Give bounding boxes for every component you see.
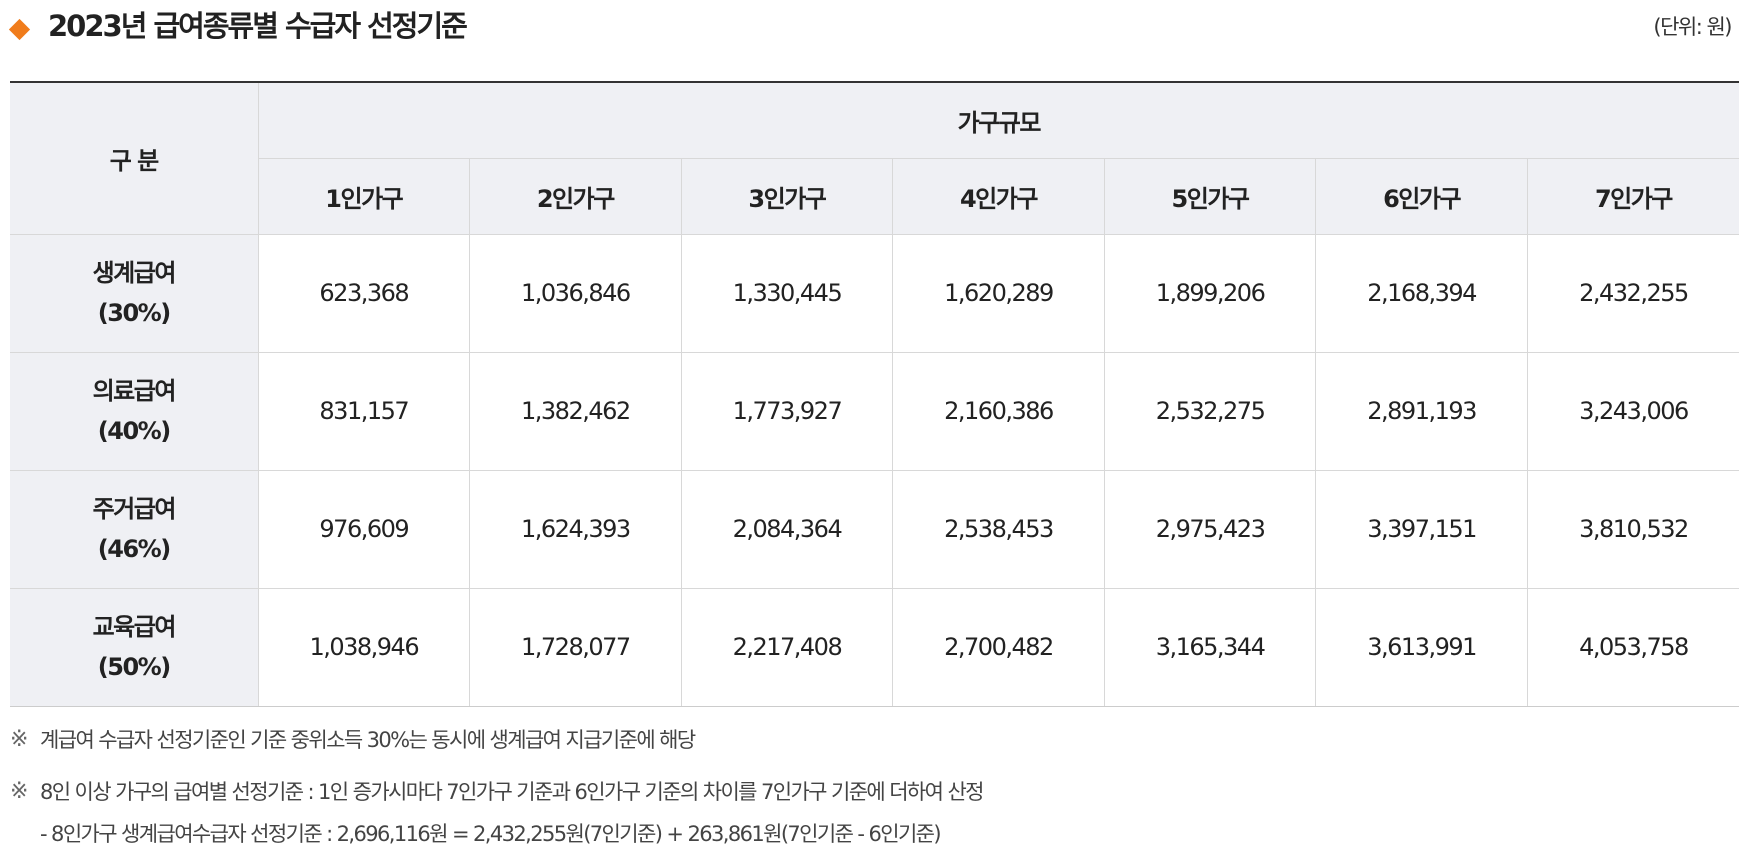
row-header-label: 구 분 xyxy=(10,81,259,235)
section-header: 2023년 급여종류별 수급자 선정기준 (단위: 원) xyxy=(8,4,1732,48)
table-cell: 1,624,393 xyxy=(469,469,682,589)
table-cell: 1,728,077 xyxy=(469,587,682,707)
table-cell: 2,700,482 xyxy=(892,587,1105,707)
table-cell: 1,330,445 xyxy=(680,233,894,353)
table-cell: 2,084,364 xyxy=(680,469,894,589)
table-cell: 2,532,275 xyxy=(1103,351,1317,471)
table-cell: 1,382,462 xyxy=(469,351,682,471)
page-title: 2023년 급여종류별 수급자 선정기준 xyxy=(48,9,468,43)
benefit-percent: (46%) xyxy=(97,535,171,563)
table-cell: 2,217,408 xyxy=(680,587,894,707)
row-label: 주거급여 (46%) xyxy=(10,469,259,589)
table-cell: 3,613,991 xyxy=(1315,587,1528,707)
benefit-percent: (50%) xyxy=(97,653,171,681)
benefit-name: 생계급여 xyxy=(92,259,177,287)
column-header-7: 7인가구 xyxy=(1526,157,1739,235)
table-cell: 623,368 xyxy=(257,233,471,353)
table-cell: 1,036,846 xyxy=(469,233,682,353)
benefit-percent: (30%) xyxy=(97,299,171,327)
criteria-table: 구 분 가구규모 1인가구 2인가구 3인가구 4인가구 5인가구 6인가구 7… xyxy=(10,81,1739,707)
footnote-text: 계급여 수급자 선정기준인 기준 중위소득 30%는 동시에 생계급여 지급기준… xyxy=(40,728,696,752)
column-header-4: 4인가구 xyxy=(892,157,1105,235)
table-cell: 3,243,006 xyxy=(1526,351,1739,471)
benefit-name: 주거급여 xyxy=(92,495,177,523)
table-cell: 1,620,289 xyxy=(892,233,1105,353)
footnotes: ※ 계급여 수급자 선정기준인 기준 중위소득 30%는 동시에 생계급여 지급… xyxy=(10,725,1730,849)
table-cell: 1,038,946 xyxy=(257,587,471,707)
table-cell: 2,975,423 xyxy=(1103,469,1317,589)
table-cell: 3,810,532 xyxy=(1526,469,1739,589)
table-cell: 1,899,206 xyxy=(1103,233,1317,353)
diamond-bullet-icon xyxy=(8,18,31,41)
table-row: 의료급여 (40%) 831,157 1,382,462 1,773,927 2… xyxy=(10,351,1739,471)
table-cell: 2,432,255 xyxy=(1526,233,1739,353)
table-row: 생계급여 (30%) 623,368 1,036,846 1,330,445 1… xyxy=(10,233,1739,353)
benefit-name: 교육급여 xyxy=(92,613,177,641)
table-row: 교육급여 (50%) 1,038,946 1,728,077 2,217,408… xyxy=(10,587,1739,707)
table-cell: 2,160,386 xyxy=(892,351,1105,471)
table-cell: 2,891,193 xyxy=(1315,351,1528,471)
benefit-percent: (40%) xyxy=(97,417,171,445)
column-header-1: 1인가구 xyxy=(257,157,471,235)
footnote-text: 8인 이상 가구의 급여별 선정기준 : 1인 증가시마다 7인가구 기준과 6… xyxy=(40,780,984,804)
footnote-1: ※ 계급여 수급자 선정기준인 기준 중위소득 30%는 동시에 생계급여 지급… xyxy=(10,725,1730,755)
table-cell: 1,773,927 xyxy=(680,351,894,471)
table-row: 주거급여 (46%) 976,609 1,624,393 2,084,364 2… xyxy=(10,469,1739,589)
table-cell: 4,053,758 xyxy=(1526,587,1739,707)
table-cell: 976,609 xyxy=(257,469,471,589)
row-label: 생계급여 (30%) xyxy=(10,233,259,353)
footnote-2-detail: - 8인가구 생계급여수급자 선정기준 : 2,696,116원 = 2,432… xyxy=(40,822,942,846)
household-size-group-header: 가구규모 xyxy=(257,81,1739,159)
header-row-group: 구 분 가구규모 xyxy=(10,81,1739,235)
column-header-2: 2인가구 xyxy=(469,157,682,235)
header-row-sizes: 1인가구 2인가구 3인가구 4인가구 5인가구 6인가구 7인가구 xyxy=(10,157,1739,235)
table-cell: 2,168,394 xyxy=(1315,233,1528,353)
table-header: 구 분 가구규모 1인가구 2인가구 3인가구 4인가구 5인가구 6인가구 7… xyxy=(10,81,1739,235)
table-cell: 2,538,453 xyxy=(892,469,1105,589)
benefit-name: 의료급여 xyxy=(92,377,177,405)
table-cell: 3,165,344 xyxy=(1103,587,1317,707)
table-body: 생계급여 (30%) 623,368 1,036,846 1,330,445 1… xyxy=(10,233,1739,707)
reference-mark-icon: ※ xyxy=(10,779,29,804)
table-cell: 3,397,151 xyxy=(1315,469,1528,589)
table-cell: 831,157 xyxy=(257,351,471,471)
footnote-2: ※ 8인 이상 가구의 급여별 선정기준 : 1인 증가시마다 7인가구 기준과… xyxy=(10,777,1730,807)
column-header-3: 3인가구 xyxy=(680,157,894,235)
row-label: 교육급여 (50%) xyxy=(10,587,259,707)
reference-mark-icon: ※ xyxy=(10,727,29,752)
column-header-5: 5인가구 xyxy=(1103,157,1317,235)
row-label: 의료급여 (40%) xyxy=(10,351,259,471)
column-header-6: 6인가구 xyxy=(1315,157,1528,235)
unit-label: (단위: 원) xyxy=(1653,15,1732,39)
